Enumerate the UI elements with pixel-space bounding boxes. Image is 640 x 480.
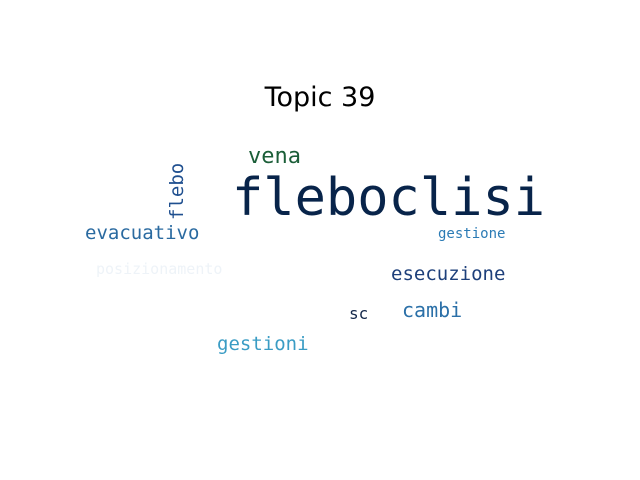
wordcloud: fleboclisi vena flebo evacuativo gestion…	[80, 130, 560, 370]
word-flebo: flebo	[166, 162, 188, 220]
word-sc: sc	[349, 304, 369, 323]
figure-title: Topic 39	[264, 82, 376, 113]
word-vena: vena	[248, 144, 301, 169]
word-gestione: gestione	[438, 226, 506, 242]
word-cambi: cambi	[402, 298, 463, 322]
word-gestioni: gestioni	[217, 333, 309, 355]
word-evacuativo: evacuativo	[85, 222, 200, 244]
word-fleboclisi: fleboclisi	[232, 168, 546, 228]
word-esecuzione: esecuzione	[391, 263, 506, 285]
word-posizionamento: posizionamento	[96, 260, 223, 278]
